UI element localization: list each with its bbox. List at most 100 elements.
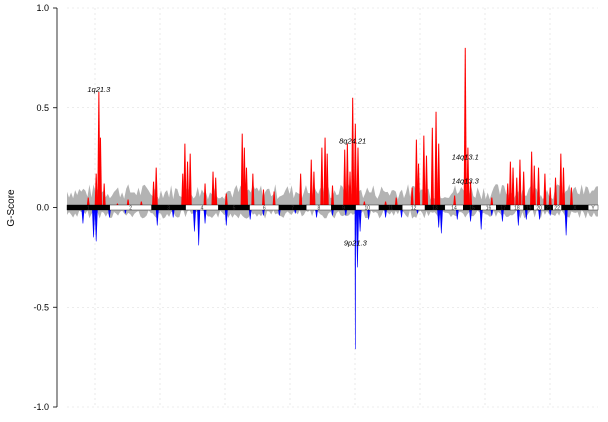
amplification-peak [559,153,563,208]
deletion-peak [455,207,459,220]
amplification-peak [522,171,526,208]
amplification-peak [532,165,536,208]
amplification-peak [536,167,541,208]
amplification-peak [151,181,156,208]
amplification-peak [309,159,313,208]
amplification-peak [312,171,316,208]
chromosome-label: 21 [546,205,552,211]
amplification-peak [353,123,357,208]
amplification-peak [330,185,335,208]
amplification-peak [518,159,522,208]
amplification-peak [261,189,266,208]
amplification-peak [530,151,534,208]
amplification-peak [240,133,244,208]
amplification-peak [515,177,519,208]
amplification-peak [548,187,552,208]
amplification-peak [422,135,426,208]
amplification-peak [211,171,215,208]
chromosome-label: 17 [500,205,506,211]
chromosome-label: 22 [554,205,560,211]
deletion-peak [203,207,207,224]
peak-annotation: 1q21.3 [87,85,111,94]
deletion-peak [537,207,542,220]
chromosome-label: X [573,205,577,211]
deletion-peak [479,207,483,230]
amplification-peak [345,143,349,208]
chromosome-label: 18 [514,205,520,211]
deletion-peak [248,207,252,220]
amplification-peak [94,173,98,208]
deletion-peak [81,207,85,224]
amplification-peak [424,155,429,208]
amplification-peak [414,139,418,208]
amplification-peak [102,183,106,208]
deletion-peak [367,207,371,220]
peak-annotation: 14q13.3 [452,177,480,186]
chromosome-label: 13 [432,205,438,211]
amplification-peak [416,163,421,208]
deletion-peak [197,207,201,246]
amplification-peak [183,143,187,208]
deletion-peak [355,207,360,268]
amplification-peak [351,97,355,208]
amplification-peak [224,193,228,208]
deletion-peak [192,207,197,232]
deletion-peak [516,207,520,226]
chromosome-label: 14 [451,205,457,211]
amplification-peak [561,167,566,208]
chromosome-label: 7 [291,205,294,211]
deletion-peak [224,207,228,226]
chromosome-label: 20 [536,205,542,211]
chromosome-label: 4 [201,205,204,211]
deletion-peak [155,207,159,226]
chromosome-label: 8 [317,205,320,211]
amplification-peak [430,127,434,208]
chromosome-label: 12 [411,205,417,211]
chromosome-label: 15 [469,205,475,211]
y-axis: -1.0 -0.5 0.0 0.5 1.0 [33,3,58,412]
amplification-peak [325,153,329,208]
amplification-peak [569,187,574,208]
amplification-peak [466,147,470,208]
deletion-layer [81,207,568,350]
amplification-peak [203,183,207,208]
amplification-peak [272,191,276,208]
chromosome-label: 5 [233,205,236,211]
chromosome-label: 2 [129,205,132,211]
amplification-peak [543,173,547,208]
deletion-peak [94,207,98,242]
amplification-peak [154,167,158,208]
amplification-peak [214,177,218,208]
amplification-peak [320,147,324,208]
amplification-peak [251,173,255,208]
amplification-peak [299,173,303,208]
peak-annotation: 14q13.1 [452,153,479,162]
amplification-peak [410,187,414,208]
amplification-peak [511,167,515,208]
chromosome-label: 1 [87,205,90,211]
deletion-peak [354,207,357,350]
amplification-peak [506,183,510,208]
chromosome-label: 10 [365,205,371,211]
chromosome-label: 16 [486,205,492,211]
amplification-layer [86,47,574,208]
amplification-peak [508,161,512,208]
amplification-peak [437,143,441,208]
amplification-peak [188,153,192,208]
chromosome-segment [588,204,599,211]
amplification-peak [323,137,327,208]
chromosome-label: 6 [263,205,266,211]
amplification-peak [356,147,360,208]
y-axis-label: G-Score [6,189,17,227]
amplification-peak [434,111,438,208]
y-tick-label: 1.0 [36,3,49,13]
deletion-peak [437,207,441,228]
chromosome-label: 19 [526,205,532,211]
amplification-peak [468,181,473,208]
y-tick-label: -1.0 [33,402,49,412]
chromosome-label: 11 [388,205,393,211]
peak-annotation: 9p21.3 [344,238,368,247]
amplification-peak [98,137,103,208]
